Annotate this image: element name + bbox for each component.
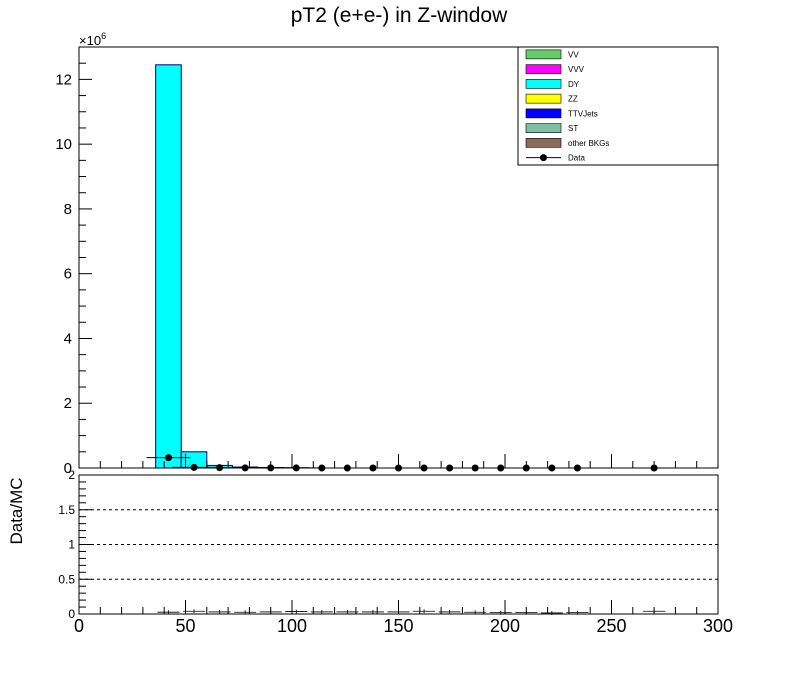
data-point-14 — [522, 464, 530, 472]
top-pad-x-axis — [78, 454, 719, 468]
data-point-11 — [446, 464, 454, 472]
y-tick-label-3: 6 — [64, 266, 72, 283]
data-point-12 — [471, 464, 479, 472]
top-pad-y-axis: 0 2 4 6 8 10 12 — [55, 46, 92, 477]
y-tick-label-1: 2 — [64, 395, 72, 412]
x-tick-label-4: 200 — [490, 616, 520, 636]
ratio-points — [157, 609, 666, 615]
data-point-6 — [318, 464, 326, 472]
data-point-1 — [190, 463, 198, 471]
legend-label-1: VVV — [568, 65, 585, 74]
legend-label-0: VV — [568, 50, 579, 59]
y-tick-label-6: 12 — [55, 71, 72, 88]
ratio-y-tick-label-3: 1.5 — [58, 503, 75, 517]
legend-label-4: TTVJets — [568, 109, 598, 118]
x-tick-label-0: 0 — [74, 616, 84, 636]
ratio-y-tick-label-0: 0 — [68, 607, 75, 621]
data-point-17 — [650, 464, 658, 472]
data-point-4 — [267, 464, 275, 472]
chart-title: pT2 (e+e-) in Z-window — [291, 4, 508, 27]
y-exponent-base: ×10 — [79, 33, 101, 48]
x-tick-label-6: 300 — [703, 616, 733, 636]
data-point-3 — [241, 464, 249, 472]
ratio-y-tick-label-2: 1 — [68, 538, 75, 552]
legend-label-3: ZZ — [568, 95, 578, 104]
data-point-7 — [343, 464, 351, 472]
legend-marker-7 — [540, 154, 547, 162]
ratio-x-axis: 0 50 100 150 200 250 300 — [74, 600, 733, 636]
x-tick-label-2: 100 — [277, 616, 307, 636]
legend-label-6: other BKGs — [568, 139, 609, 148]
legend-swatch-5 — [525, 123, 562, 133]
legend-swatch-2 — [525, 79, 562, 89]
legend-label-5: ST — [568, 124, 578, 133]
data-point-10 — [420, 464, 428, 472]
legend-swatch-6 — [525, 138, 562, 148]
data-point-15 — [548, 464, 556, 472]
data-point-13 — [497, 464, 505, 472]
data-point-0 — [164, 454, 172, 462]
data-point-9 — [395, 464, 402, 472]
x-tick-label-5: 250 — [596, 616, 626, 636]
ratio-reference-lines — [79, 509, 718, 580]
x-tick-label-3: 150 — [383, 616, 413, 636]
legend-label-7: Data — [568, 154, 585, 163]
dy-histogram — [155, 64, 310, 469]
ratio-y-axis: 0 0.5 1 1.5 2 — [58, 468, 92, 621]
legend-swatch-3 — [525, 93, 562, 104]
y-tick-label-0: 0 — [64, 460, 72, 477]
data-points — [146, 454, 677, 472]
ratio-y-tick-label-4: 2 — [68, 468, 75, 482]
dy-bin-0 — [155, 64, 182, 469]
y-tick-label-4: 8 — [64, 201, 72, 218]
y-tick-label-5: 10 — [55, 136, 72, 153]
legend-label-2: DY — [568, 80, 580, 89]
legend-swatch-4 — [525, 108, 562, 119]
y-tick-label-2: 4 — [64, 330, 72, 347]
ratio-y-tick-label-1: 0.5 — [58, 572, 75, 586]
y-exponent-label: ×106 — [79, 31, 106, 48]
data-point-8 — [369, 464, 377, 472]
legend-swatch-1 — [525, 64, 562, 74]
data-point-2 — [216, 464, 224, 472]
legend-swatch-0 — [525, 49, 562, 60]
ratio-y-label: Data/MC — [7, 477, 26, 544]
data-point-16 — [573, 464, 581, 472]
data-point-5 — [292, 464, 300, 472]
y-exponent-power: 6 — [101, 31, 106, 41]
x-tick-label-1: 50 — [175, 616, 195, 636]
